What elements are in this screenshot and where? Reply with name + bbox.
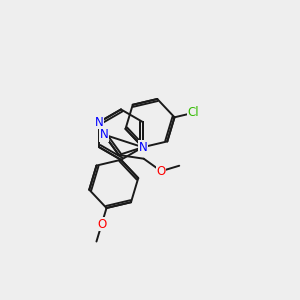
- Text: N: N: [138, 141, 147, 154]
- Text: O: O: [157, 165, 166, 178]
- Text: N: N: [100, 128, 108, 141]
- Text: Cl: Cl: [188, 106, 199, 119]
- Text: N: N: [95, 116, 103, 128]
- Text: O: O: [97, 218, 106, 231]
